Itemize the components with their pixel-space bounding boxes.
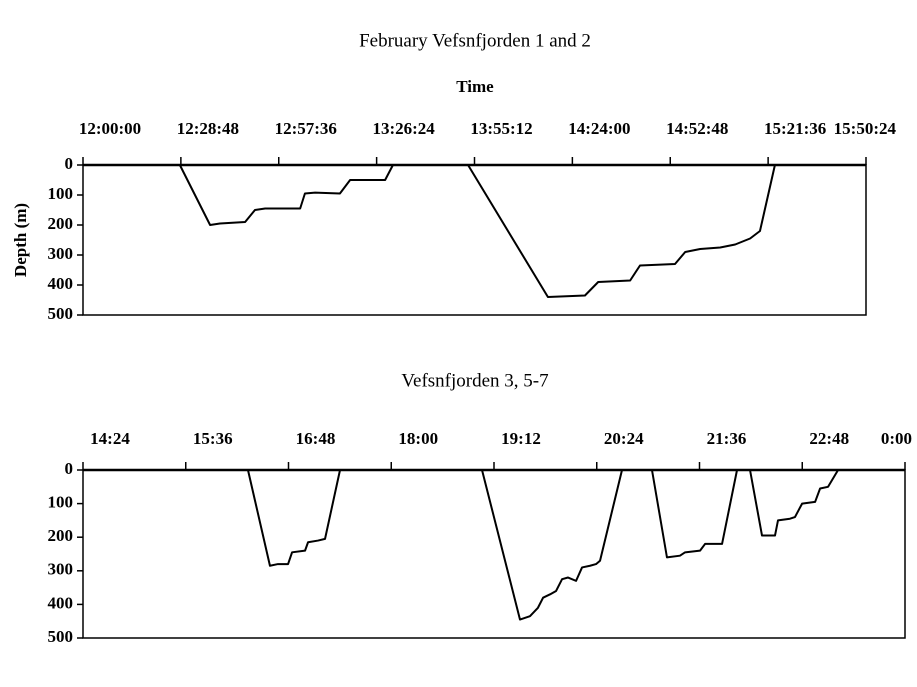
x-tick-label: 12:28:48 xyxy=(177,119,239,138)
x-axis-title: Time xyxy=(456,77,494,96)
y-tick-label: 300 xyxy=(48,244,74,263)
y-tick-label: 400 xyxy=(48,274,74,293)
y-tick-label: 500 xyxy=(48,304,74,323)
x-tick-label: 22:48 xyxy=(809,429,849,448)
x-tick-label: 12:57:36 xyxy=(275,119,337,138)
x-tick-label: 16:48 xyxy=(296,429,336,448)
y-tick-label: 300 xyxy=(48,560,74,579)
plot-frame xyxy=(82,469,906,639)
x-tick-label: 13:55:12 xyxy=(470,119,532,138)
y-tick-label: 0 xyxy=(65,154,74,173)
x-tick-label: 15:50:24 xyxy=(834,119,897,138)
x-tick-label: 0:00 xyxy=(881,429,912,448)
y-tick-label: 100 xyxy=(48,184,74,203)
x-tick-label: 13:26:24 xyxy=(372,119,435,138)
x-tick-label: 19:12 xyxy=(501,429,541,448)
y-axis-title: Depth (m) xyxy=(11,203,30,277)
y-tick-label: 100 xyxy=(48,493,74,512)
x-tick-label: 20:24 xyxy=(604,429,644,448)
x-tick-label: 18:00 xyxy=(398,429,438,448)
x-tick-label: 15:36 xyxy=(193,429,233,448)
chart-title: February Vefsnfjorden 1 and 2 xyxy=(359,30,591,51)
x-tick-label: 21:36 xyxy=(707,429,747,448)
x-tick-label: 15:21:36 xyxy=(764,119,826,138)
chart-title: Vefsnfjorden 3, 5-7 xyxy=(401,370,548,391)
y-tick-label: 400 xyxy=(48,593,74,612)
depth-line xyxy=(178,164,776,298)
depth-line xyxy=(246,469,839,621)
x-tick-label: 14:52:48 xyxy=(666,119,728,138)
y-tick-label: 200 xyxy=(48,526,74,545)
x-tick-label: 12:00:00 xyxy=(79,119,141,138)
y-tick-label: 0 xyxy=(65,459,74,478)
y-tick-label: 500 xyxy=(48,627,74,646)
x-tick-label: 14:24 xyxy=(90,429,130,448)
x-tick-label: 14:24:00 xyxy=(568,119,630,138)
y-tick-label: 200 xyxy=(48,214,74,233)
